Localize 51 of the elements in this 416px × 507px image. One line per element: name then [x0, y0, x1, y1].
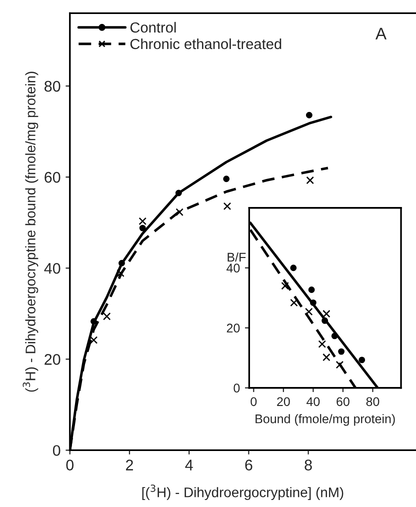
point [138, 217, 146, 226]
point [281, 282, 289, 290]
point [338, 348, 345, 355]
legend-label: Control [130, 22, 176, 33]
y-tick-label: 0 [52, 445, 60, 456]
point [175, 190, 182, 196]
x-tick-label: 0 [66, 460, 74, 470]
x-tick-label: 8 [304, 460, 312, 470]
point [176, 208, 184, 216]
point [306, 176, 314, 184]
point [223, 176, 230, 182]
point [223, 202, 232, 210]
y-tick-label: 0 [234, 384, 240, 393]
point [306, 112, 312, 118]
point [290, 298, 298, 307]
point [322, 353, 330, 362]
point [290, 264, 297, 272]
point [358, 356, 366, 364]
x-tick-label: 80 [366, 397, 380, 406]
x-tick-label: 0 [250, 397, 257, 406]
x-tick-label: 4 [185, 460, 193, 470]
point [304, 308, 313, 316]
x-axis-title: Bound (fmole/mg protein) [256, 414, 395, 426]
point [310, 299, 316, 306]
x-tick-label: 20 [277, 397, 290, 406]
point [139, 224, 146, 232]
y-tick-label: 40 [226, 264, 240, 273]
y-tick-label: 80 [44, 80, 60, 92]
x-axis-title: [($^{3}$H) - Dihydroergocryptine] (nM) [142, 484, 344, 500]
y-tick-label: 40 [44, 262, 60, 274]
x-tick-label: 6 [245, 460, 252, 470]
x-tick-label: 40 [306, 397, 320, 406]
point [322, 317, 328, 324]
point [118, 260, 125, 266]
x-tick-label: 60 [336, 397, 350, 406]
point [336, 360, 344, 369]
point [90, 336, 98, 344]
y-axis-title: B/F [228, 252, 246, 262]
point [308, 286, 315, 293]
point [322, 310, 330, 318]
point [102, 312, 111, 320]
y-axis-title: ($^{3}$H) - Dihydroergocryptine bound (fmole/mg protein) [22, 72, 38, 392]
point [318, 340, 326, 348]
y-tick-label: 20 [44, 354, 60, 365]
x-tick-label: 2 [126, 460, 133, 470]
point [331, 332, 338, 340]
y-tick-label: 60 [44, 172, 60, 183]
point [90, 318, 97, 325]
annotation: A [375, 28, 387, 40]
legend-label: Chronic ethanol-treated [130, 38, 282, 50]
y-tick-label: 20 [226, 324, 240, 333]
